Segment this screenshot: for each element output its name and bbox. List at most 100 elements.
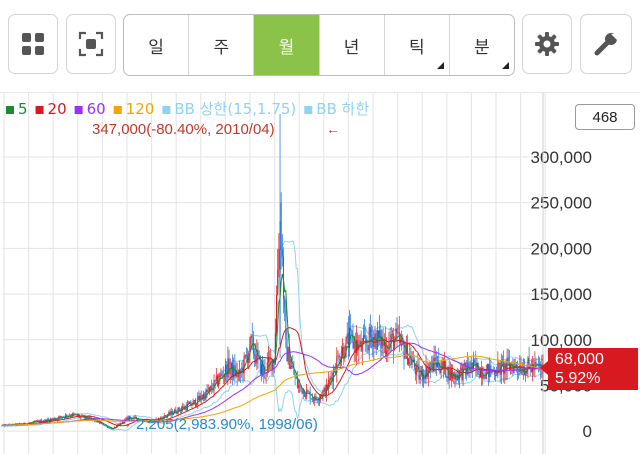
candle-body <box>327 385 329 389</box>
candle-body <box>382 338 384 346</box>
candle-body <box>441 361 443 370</box>
candle-body <box>510 364 512 370</box>
candle-body <box>484 378 486 380</box>
candle-body <box>200 395 202 400</box>
candle-body <box>386 350 388 355</box>
candle-body <box>452 372 454 379</box>
last-price-value: 68,000 <box>555 351 604 368</box>
candle-body <box>513 363 515 373</box>
period-tick-tab[interactable]: 틱 <box>383 15 449 75</box>
legend-label: 120 <box>126 100 155 118</box>
candle-body <box>286 338 288 362</box>
candle-body <box>439 368 441 374</box>
candle-body <box>226 364 228 378</box>
candle-body <box>307 390 309 392</box>
candle-body <box>302 390 304 394</box>
candle-body <box>383 342 385 346</box>
candle-body <box>29 422 31 424</box>
price-chart[interactable]: 050,000100,000150,000200,000250,000300,0… <box>0 93 640 454</box>
bollinger-upper-line <box>1 240 544 426</box>
candle-body <box>66 415 68 418</box>
fullscreen-button[interactable] <box>66 14 116 74</box>
candle-body <box>299 385 301 387</box>
candle-body <box>111 428 113 430</box>
candle-body <box>329 378 331 380</box>
candle-body <box>388 341 390 351</box>
candle-body <box>170 411 172 415</box>
candle-body <box>390 334 392 342</box>
candle-body <box>512 366 514 373</box>
candle-body <box>189 401 191 404</box>
candle-body <box>259 356 261 374</box>
period-minute-tab[interactable]: 분 <box>448 15 514 75</box>
legend-swatch <box>6 106 14 114</box>
candle-body <box>339 362 341 365</box>
candle-body <box>184 406 186 409</box>
candle-body <box>425 365 427 380</box>
candle-body <box>80 416 82 418</box>
candle-body <box>377 330 379 338</box>
candle-body <box>395 328 397 341</box>
candle-body <box>252 336 254 354</box>
candle-body <box>232 362 234 378</box>
candles-group <box>1 114 544 430</box>
candle-body <box>254 353 256 356</box>
candle-body <box>352 334 354 349</box>
candle-body <box>270 358 272 360</box>
ma60-line <box>1 342 544 426</box>
legend-swatch <box>74 106 83 114</box>
legend-swatch <box>113 106 122 114</box>
candle-body <box>328 379 330 389</box>
ma120-line <box>1 354 544 426</box>
candle-body <box>227 358 229 378</box>
period-month-tab[interactable]: 월 <box>253 15 319 75</box>
period-year-tab[interactable]: 년 <box>318 15 384 75</box>
candle-body <box>471 362 473 369</box>
period-week-tab[interactable]: 주 <box>188 15 253 75</box>
candle-body <box>300 385 302 388</box>
candle-body <box>293 367 295 376</box>
wrench-icon <box>594 33 617 56</box>
candle-body <box>113 427 115 429</box>
candle-body <box>218 381 220 386</box>
settings-button[interactable] <box>522 14 572 74</box>
candle-body <box>321 395 323 397</box>
legend-label: 5 <box>18 100 28 118</box>
candle-body <box>337 355 339 357</box>
dropdown-corner-icon <box>502 62 510 69</box>
candle-body <box>52 418 54 420</box>
layout-button[interactable] <box>8 14 58 74</box>
candle-body <box>446 376 448 378</box>
candle-body <box>215 375 217 381</box>
candle-body <box>121 421 123 424</box>
candle-body <box>119 423 121 425</box>
candle-body <box>463 362 465 366</box>
candle-body <box>106 425 108 428</box>
candle-body <box>249 337 251 354</box>
candle-body <box>419 374 421 380</box>
candle-body <box>320 395 322 398</box>
period-count-box[interactable]: 468 <box>575 104 635 130</box>
candle-body <box>394 340 396 351</box>
candle-body <box>137 419 139 421</box>
high-annotation-arrow: ← <box>326 121 340 137</box>
period-count-value: 468 <box>592 108 618 126</box>
candle-body <box>486 363 488 369</box>
candle-body <box>72 413 74 416</box>
candle-body <box>503 361 505 374</box>
candle-body <box>411 361 413 365</box>
candle-body <box>434 357 436 363</box>
period-day-tab[interactable]: 일 <box>124 15 188 75</box>
candle-body <box>126 417 128 419</box>
candle-body <box>163 415 165 419</box>
candle-body <box>416 364 418 375</box>
candle-body <box>267 357 269 363</box>
candle-body <box>483 375 485 379</box>
candle-body <box>381 338 383 349</box>
candle-body <box>355 340 357 353</box>
candle-body <box>498 363 500 364</box>
candle-body <box>535 362 537 364</box>
tools-button[interactable] <box>580 14 632 74</box>
candle-body <box>430 366 432 368</box>
candle-body <box>308 391 310 393</box>
